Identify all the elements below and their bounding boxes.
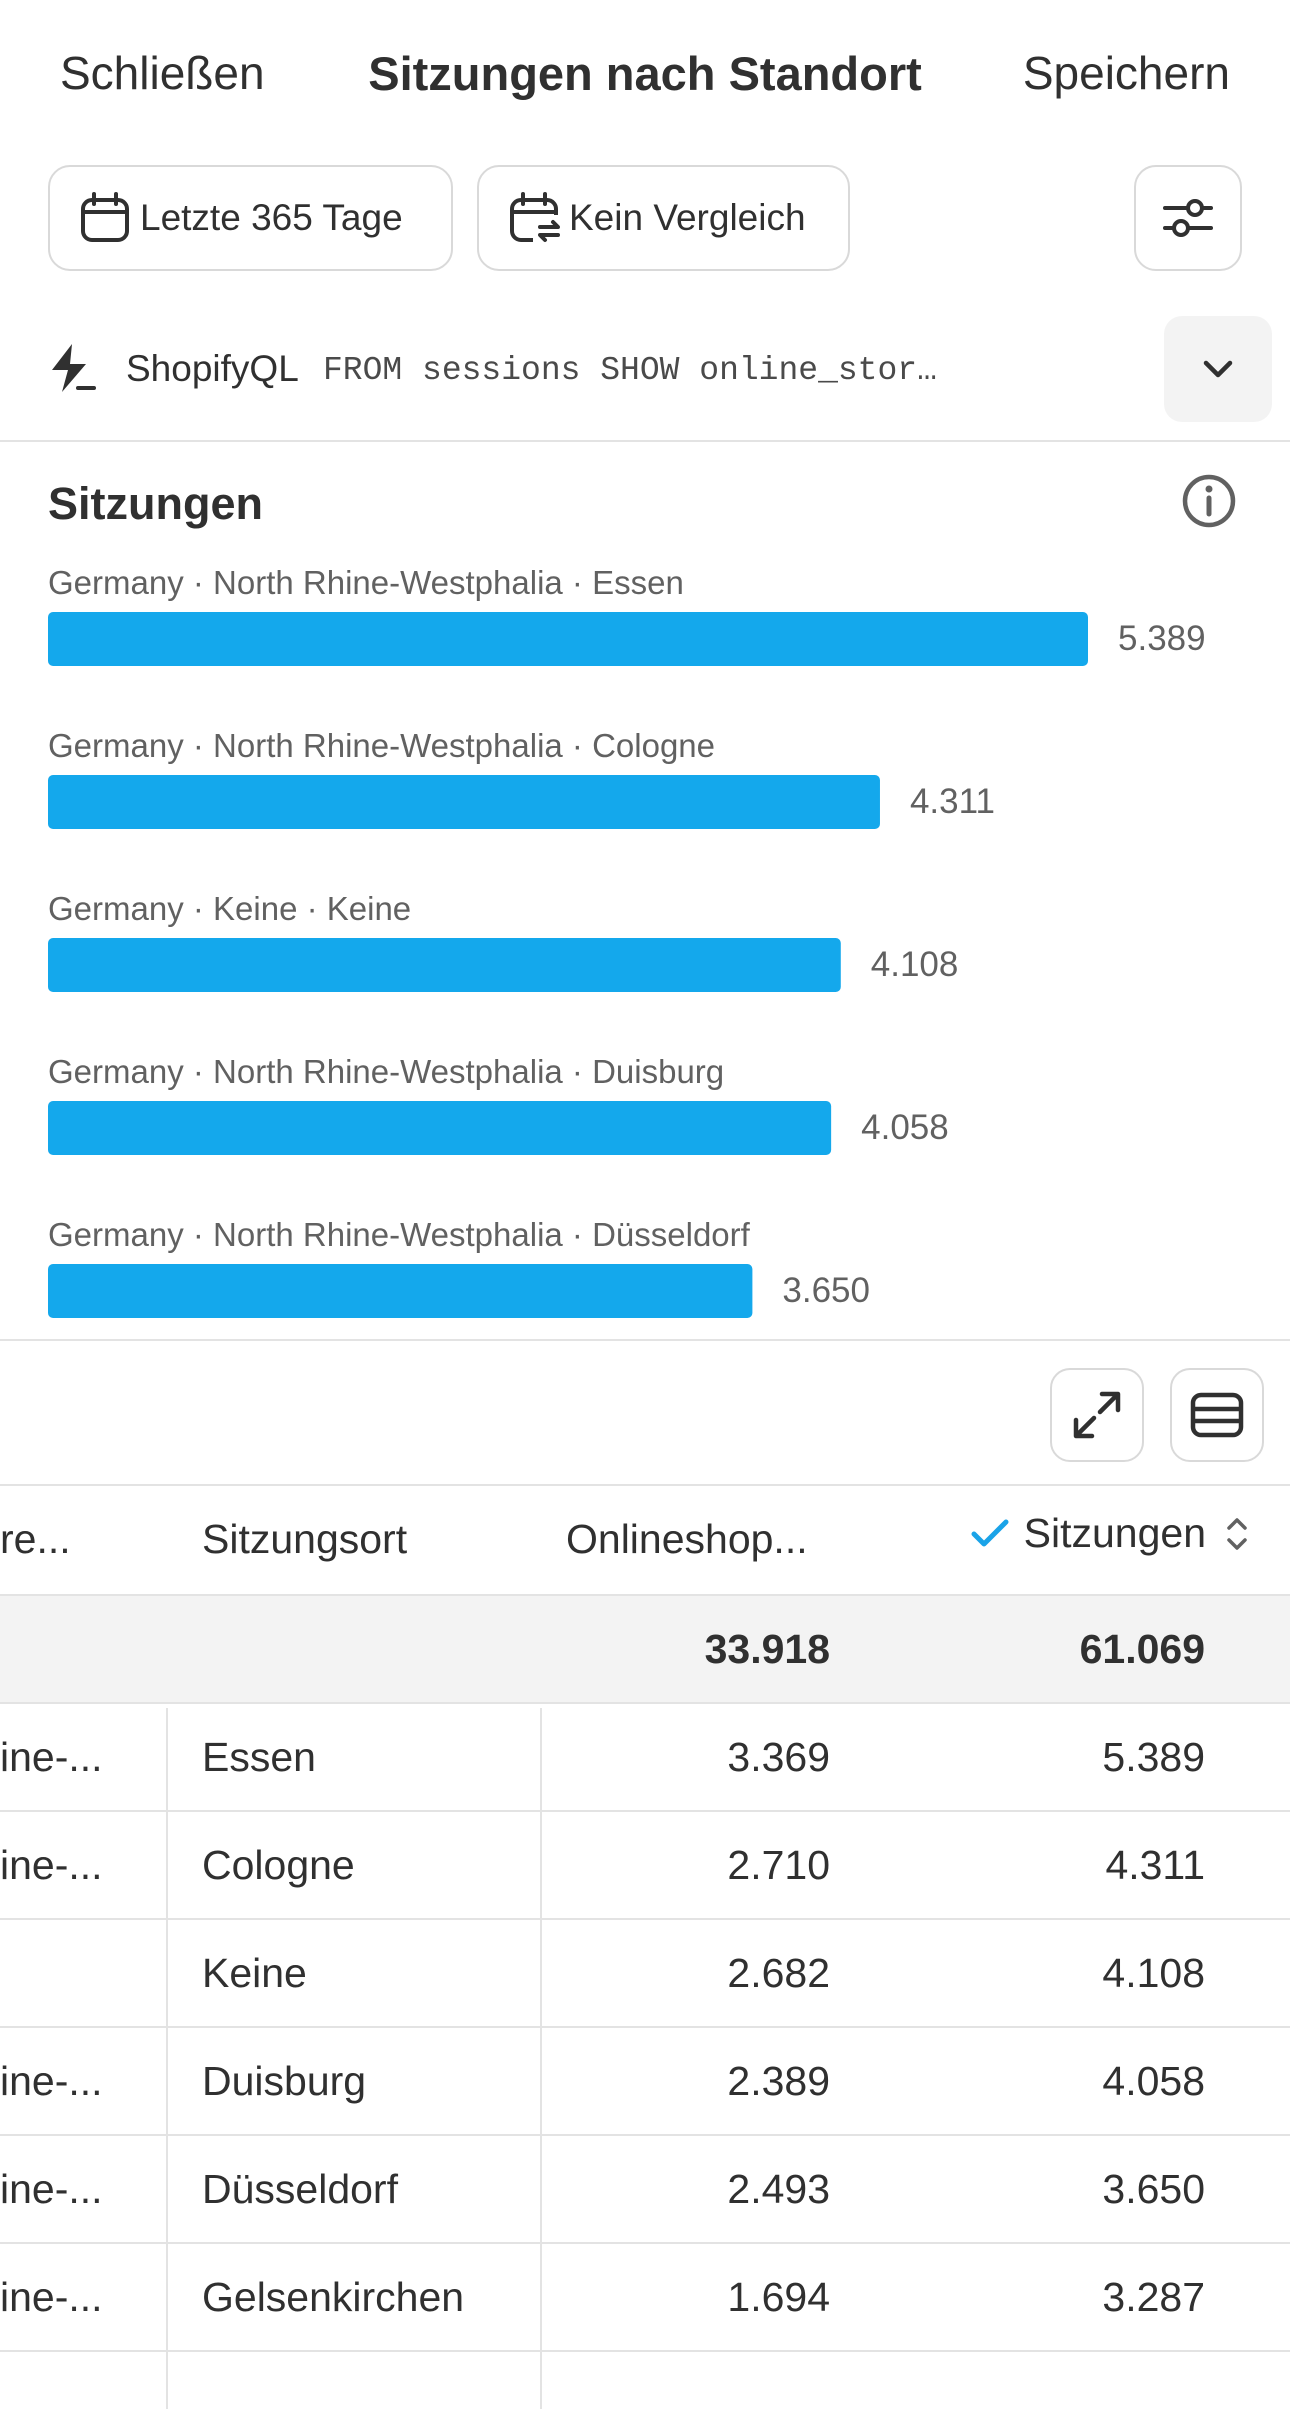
total-cell: 33.918 (704, 1626, 830, 1672)
table-cell: 3.287 (1102, 2274, 1205, 2320)
table-cell: Düsseldorf (202, 2166, 398, 2212)
chevron-down-icon (1203, 360, 1233, 378)
table-cell: ine-... (0, 2274, 103, 2320)
total-cell: 61.069 (1079, 1626, 1205, 1672)
column-header-label: Sitzungen (1023, 1510, 1206, 1556)
bar-category-label: Germany · North Rhine-Westphalia · Duisb… (48, 1053, 724, 1090)
table-cell: 4.108 (1102, 1950, 1205, 1996)
table-row[interactable]: ine-... Essen 3.369 5.389 (0, 1704, 1290, 1812)
table-cell: ine-... (0, 1734, 103, 1780)
bar-value-label: 4.058 (861, 1108, 949, 1147)
table-row[interactable]: ine-... Duisburg 2.389 4.058 (0, 2028, 1290, 2136)
sliders-icon (1163, 199, 1213, 237)
bar[interactable] (48, 612, 1088, 666)
bar-category-label: Germany · North Rhine-Westphalia · Essen (48, 564, 684, 601)
fullscreen-button[interactable] (1050, 1368, 1144, 1462)
checkmark-icon (971, 1519, 1009, 1546)
table-row[interactable]: ine-... Düsseldorf 2.493 3.650 (0, 2136, 1290, 2244)
table-cell: 2.493 (727, 2166, 830, 2212)
settings-button[interactable] (1134, 165, 1242, 271)
bar[interactable] (48, 1101, 832, 1155)
table-cell: ine-... (0, 2166, 103, 2212)
table-cell: 3.650 (1102, 2166, 1205, 2212)
table-cell: Cologne (202, 1842, 355, 1888)
table-cell: 5.389 (1102, 1734, 1205, 1780)
bolt-icon (52, 344, 96, 392)
bar-value-label: 4.108 (871, 945, 959, 984)
expand-icon (1073, 1391, 1121, 1439)
table-row[interactable]: Keine 2.682 4.108 (0, 1920, 1290, 2028)
table-cell: ine-... (0, 1842, 103, 1888)
table-view-button[interactable] (1170, 1368, 1264, 1462)
shopifyql-query-text[interactable]: FROM sessions SHOW online_stor… (323, 352, 937, 389)
calendar-icon (81, 192, 129, 242)
table-row[interactable]: ine-... Gelsenkirchen 1.694 3.287 (0, 2244, 1290, 2352)
info-icon[interactable] (1180, 472, 1238, 530)
table-row[interactable]: ine-... Cologne 2.710 4.311 (0, 1812, 1290, 1920)
table-cell: ine-... (0, 2058, 103, 2104)
bar[interactable] (48, 775, 880, 829)
bar-category-label: Germany · North Rhine-Westphalia · Düsse… (48, 1216, 751, 1253)
table-cell: 2.710 (727, 1842, 830, 1888)
save-button[interactable]: Speichern (1022, 47, 1230, 99)
date-range-label: Letzte 365 Tage (140, 197, 403, 238)
date-range-button[interactable]: Letzte 365 Tage (48, 165, 453, 271)
table-cell: 2.389 (727, 2058, 830, 2104)
bar-category-label: Germany · Keine · Keine (48, 890, 411, 927)
table-cell: Gelsenkirchen (202, 2274, 465, 2320)
bar-value-label: 3.650 (782, 1271, 870, 1310)
sort-icon (1227, 1517, 1247, 1550)
totals-row: 33.918 61.069 (0, 1596, 1290, 1704)
bar-value-label: 5.389 (1118, 619, 1206, 658)
table-header: re... Sitzungsort Onlineshop... Sitzunge… (0, 1484, 1290, 1596)
bar[interactable] (48, 938, 841, 992)
modal-header: Schließen Sitzungen nach Standort Speich… (0, 0, 1290, 150)
sessions-column-header[interactable]: Sitzungen (970, 1510, 1250, 1557)
column-header[interactable]: re... (0, 1516, 71, 1562)
shopifyql-bar[interactable]: ShopifyQL FROM sessions SHOW online_stor… (0, 300, 1290, 442)
calendar-compare-icon (510, 192, 560, 242)
table-cell: Duisburg (202, 2058, 367, 2104)
data-table: re... Sitzungsort Onlineshop... Sitzunge… (0, 1484, 1290, 2352)
table-icon (1190, 1392, 1244, 1438)
expand-query-button[interactable] (1164, 316, 1272, 422)
close-button[interactable]: Schließen (60, 47, 265, 99)
table-cell: Keine (202, 1950, 307, 1996)
bar-value-label: 4.311 (910, 782, 995, 821)
chart-divider (0, 1339, 1290, 1341)
table-cell: 3.369 (727, 1734, 830, 1780)
page-title: Sitzungen nach Standort (368, 47, 922, 100)
shopifyql-label: ShopifyQL (126, 348, 299, 389)
table-cell: 2.682 (727, 1950, 830, 1996)
table-cell: Essen (202, 1734, 316, 1780)
column-header[interactable]: Sitzungsort (202, 1516, 408, 1562)
table-cell: 4.058 (1102, 2058, 1205, 2104)
column-divider (166, 1708, 168, 2409)
chart-title: Sitzungen (48, 478, 263, 529)
table-cell: 1.694 (727, 2274, 830, 2320)
compare-label: Kein Vergleich (569, 197, 806, 238)
bar[interactable] (48, 1264, 753, 1318)
column-divider (540, 1708, 542, 2409)
table-cell: 4.311 (1105, 1842, 1205, 1888)
bar-category-label: Germany · North Rhine-Westphalia · Colog… (48, 727, 715, 764)
column-header[interactable]: Onlineshop... (566, 1516, 808, 1562)
sessions-bar-chart: Germany · North Rhine-Westphalia · Essen… (48, 564, 1206, 1318)
compare-button[interactable]: Kein Vergleich (477, 165, 850, 271)
